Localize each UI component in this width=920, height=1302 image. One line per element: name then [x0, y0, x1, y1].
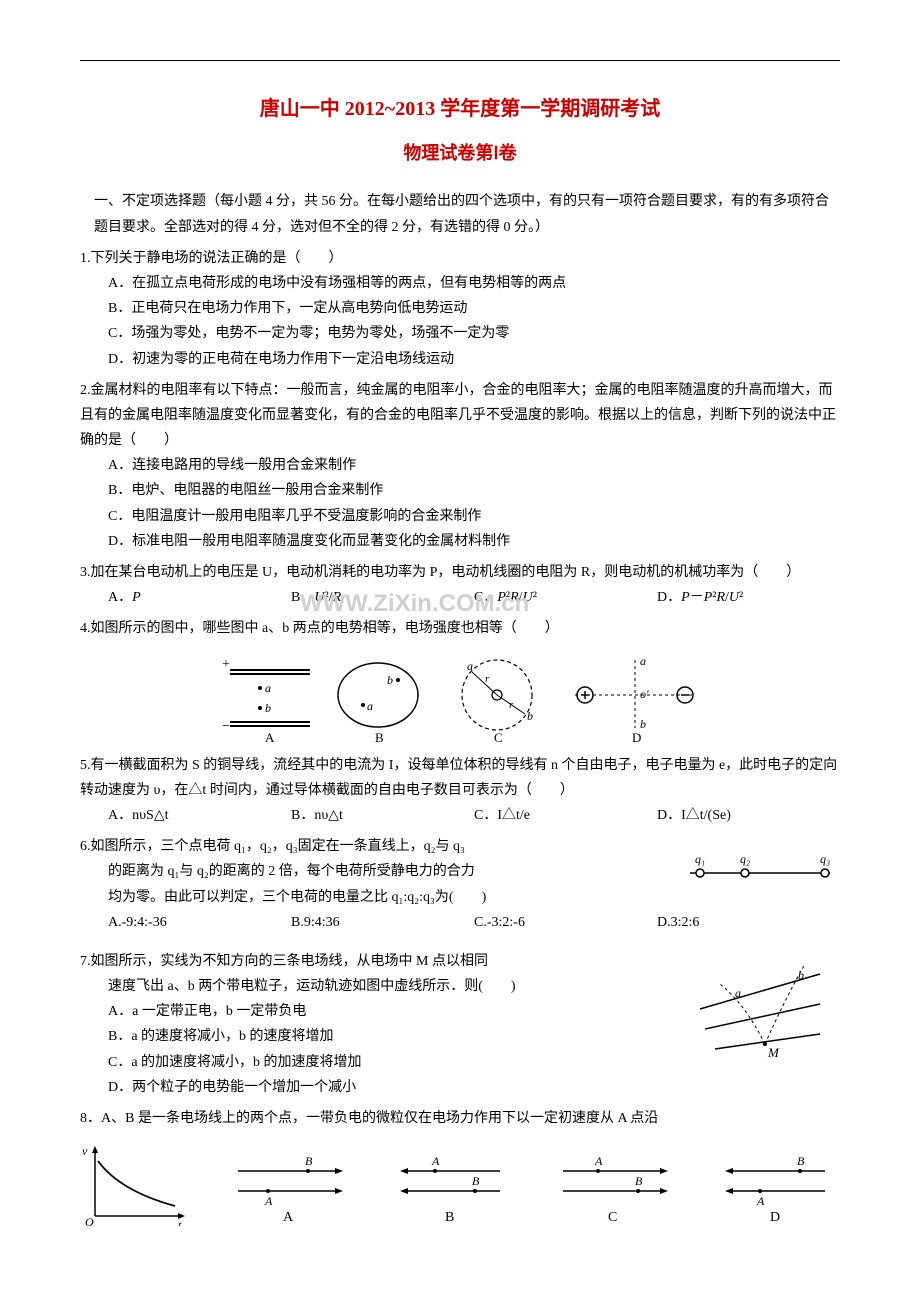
- q2-option-a: A．连接电路用的导线一般用合金来制作: [108, 453, 840, 478]
- svg-text:B: B: [797, 1154, 805, 1168]
- exam-title: 唐山一中 2012~2013 学年度第一学期调研考试: [80, 91, 840, 127]
- question-4: 4.如图所示的图中，哪些图中 a、b 两点的电势相等，电场强度也相等（ ） + …: [80, 616, 840, 744]
- svg-text:A: A: [431, 1154, 440, 1168]
- svg-text:D: D: [770, 1210, 780, 1225]
- q8-fig-d: B A D: [710, 1141, 840, 1226]
- question-5: 5.有一横截面积为 S 的铜导线，流经其中的电流为 I，设每单位体积的导线有 n…: [80, 753, 840, 829]
- svg-text:r: r: [485, 673, 490, 685]
- q5-option-b: B．nυ△t: [291, 803, 474, 828]
- q4-fig-a: + a b − A: [210, 650, 320, 745]
- svg-text:b: b: [798, 968, 804, 982]
- q2-option-d: D．标准电阻一般用电阻率随温度变化而显著变化的金属材料制作: [108, 529, 840, 554]
- exam-subtitle: 物理试卷第Ⅰ卷: [80, 137, 840, 169]
- q1-option-c: C．场强为零处，电势不一定为零；电势为零处，场强不一定为零: [108, 321, 840, 346]
- svg-text:q₂: q₂: [740, 852, 750, 866]
- svg-text:t: t: [178, 1218, 182, 1226]
- svg-text:A: A: [594, 1154, 603, 1168]
- q6-option-c: C.-3:2:-6: [474, 910, 657, 935]
- svg-text:M: M: [767, 1045, 780, 1059]
- q4-fig-b: b a B: [323, 650, 433, 745]
- q4-fig-c: a r b r C: [437, 650, 557, 745]
- q6-stem3: 均为零。由此可以判定，三个电荷的电量之比 q₁:q₂:q₃为( ): [108, 885, 840, 910]
- q4-fig-d: a o' b D: [560, 650, 710, 745]
- question-1: 1.下列关于静电场的说法正确的是（ ） A．在孤立点电荷形成的电场中没有场强相等…: [80, 246, 840, 372]
- svg-text:a: a: [640, 654, 646, 668]
- svg-text:B: B: [305, 1154, 313, 1168]
- svg-text:v: v: [82, 1144, 88, 1158]
- q8-stem: 8．A、B 是一条电场线上的两个点，一带负电的微粒仅在电场力作用下以一定初速度从…: [80, 1106, 840, 1131]
- svg-text:C: C: [608, 1210, 617, 1225]
- question-7: 7.如图所示，实线为不知方向的三条电场线，从电场中 M 点以相同 速度飞出 a、…: [80, 949, 840, 1100]
- svg-text:b: b: [527, 709, 533, 723]
- q5-stem: 5.有一横截面积为 S 的铜导线，流经其中的电流为 I，设每单位体积的导线有 n…: [80, 753, 840, 803]
- q8-fig-b: A B B: [385, 1141, 515, 1226]
- svg-text:B: B: [635, 1174, 643, 1188]
- q5-option-d: D．I△t/(Se): [657, 803, 840, 828]
- svg-text:r: r: [509, 699, 514, 711]
- question-8: 8．A、B 是一条电场线上的两个点，一带负电的微粒仅在电场力作用下以一定初速度从…: [80, 1106, 840, 1226]
- q5-options: A．nυS△t B．nυ△t C．I△t/e D．I△t/(Se): [108, 803, 840, 828]
- section-instruction: 一、不定项选择题（每小题 4 分，共 56 分。在每小题给出的四个选项中，有的只…: [94, 189, 840, 239]
- svg-text:O: O: [85, 1215, 94, 1226]
- svg-text:B: B: [375, 730, 384, 745]
- q6-figure: q₁ q₂ q₃: [680, 848, 840, 888]
- svg-text:b: b: [387, 673, 393, 687]
- q5-option-a: A．nυS△t: [108, 803, 291, 828]
- q4-stem: 4.如图所示的图中，哪些图中 a、b 两点的电势相等，电场强度也相等（ ）: [80, 616, 840, 641]
- question-3: 3.加在某台电动机上的电压是 U，电动机消耗的电功率为 P，电动机线圈的电阻为 …: [80, 560, 840, 610]
- q3-options: A．P B．U²/R C．P²R/U² D．P－P²R/U²: [108, 585, 840, 610]
- svg-text:−: −: [222, 719, 230, 734]
- q2-option-c: C．电阻温度计一般用电阻率几乎不受温度影响的合金来制作: [108, 504, 840, 529]
- q2-option-b: B．电炉、电阻器的电阻丝一般用合金来制作: [108, 478, 840, 503]
- svg-text:b: b: [640, 717, 646, 731]
- q8-vt-graph: v t O: [80, 1141, 190, 1226]
- question-6: 6.如图所示，三个点电荷 q₁，q₂，q₃固定在一条直线上，q₂与 q₃ 的距离…: [80, 834, 840, 935]
- svg-text:b: b: [265, 701, 271, 715]
- q1-stem: 1.下列关于静电场的说法正确的是（ ）: [80, 246, 840, 271]
- svg-text:a: a: [265, 681, 271, 695]
- page-content: 唐山一中 2012~2013 学年度第一学期调研考试 物理试卷第Ⅰ卷 一、不定项…: [80, 60, 840, 1226]
- q8-fig-a: B A A: [223, 1141, 353, 1226]
- svg-text:a: a: [367, 699, 373, 713]
- q6-option-d: D.3:2:6: [657, 910, 840, 935]
- svg-text:A: A: [264, 1194, 273, 1208]
- q6-option-b: B.9:4:36: [291, 910, 474, 935]
- q1-option-d: D．初速为零的正电荷在电场力作用下一定沿电场线运动: [108, 347, 840, 372]
- q8-figures: v t O B A A A B B: [80, 1141, 840, 1226]
- svg-text:B: B: [445, 1210, 454, 1225]
- q3-stem: 3.加在某台电动机上的电压是 U，电动机消耗的电功率为 P，电动机线圈的电阻为 …: [80, 560, 840, 585]
- svg-text:o': o': [640, 687, 649, 701]
- svg-text:A: A: [265, 730, 275, 745]
- svg-text:q₃: q₃: [820, 852, 830, 866]
- svg-text:A: A: [756, 1194, 765, 1208]
- q1-option-b: B．正电荷只在电场力作用下，一定从高电势向低电势运动: [108, 296, 840, 321]
- svg-text:C: C: [494, 730, 503, 745]
- q7-option-d: D．两个粒子的电势能一个增加一个减小: [108, 1075, 840, 1100]
- svg-text:+: +: [222, 657, 230, 672]
- q3-option-d: D．P－P²R/U²: [657, 585, 840, 610]
- q5-option-c: C．I△t/e: [474, 803, 657, 828]
- svg-text:q₁: q₁: [695, 852, 705, 866]
- q3-option-b: B．U²/R: [291, 585, 474, 610]
- q7-figure: a b M: [690, 949, 830, 1059]
- q3-option-c: C．P²R/U²: [474, 585, 657, 610]
- svg-text:B: B: [472, 1174, 480, 1188]
- q6-options: A.-9:4:-36 B.9:4:36 C.-3:2:-6 D.3:2:6: [108, 910, 840, 935]
- question-2: 2.金属材料的电阻率有以下特点：一般而言，纯金属的电阻率小，合金的电阻率大；金属…: [80, 378, 840, 554]
- q6-option-a: A.-9:4:-36: [108, 910, 291, 935]
- q8-fig-c: A B C: [548, 1141, 678, 1226]
- svg-text:a: a: [735, 986, 741, 1000]
- q2-stem: 2.金属材料的电阻率有以下特点：一般而言，纯金属的电阻率小，合金的电阻率大；金属…: [80, 378, 840, 454]
- svg-text:a: a: [467, 659, 473, 673]
- q1-option-a: A．在孤立点电荷形成的电场中没有场强相等的两点，但有电势相等的两点: [108, 271, 840, 296]
- top-rule: [80, 60, 840, 61]
- q3-option-a: A．P: [108, 585, 291, 610]
- svg-text:A: A: [283, 1210, 294, 1225]
- svg-text:D: D: [632, 730, 641, 745]
- q4-figures: + a b − A b a B a r b r C: [80, 650, 840, 745]
